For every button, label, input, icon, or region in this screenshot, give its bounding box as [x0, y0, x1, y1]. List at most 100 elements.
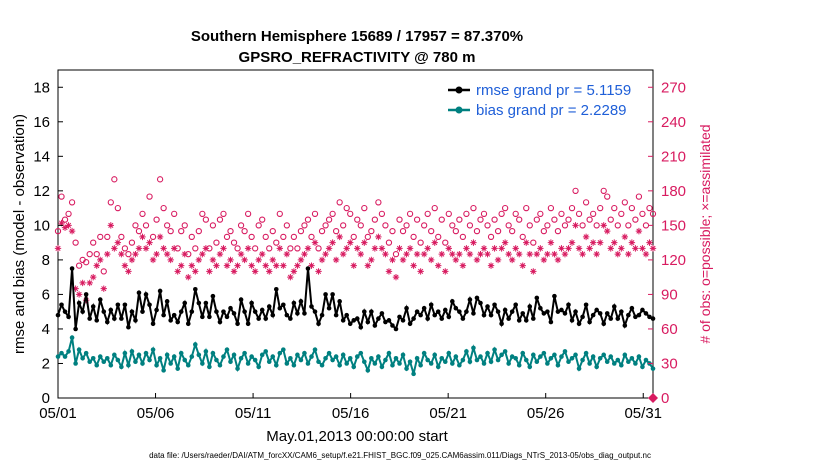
obs-assimilated-point: [406, 245, 414, 252]
rmse-point: [210, 293, 216, 299]
y-axis-label: rmse and bias (model - observation): [11, 114, 28, 354]
obs-possible-point: [68, 199, 76, 206]
obs-assimilated-point: [466, 250, 474, 258]
rmse-point: [175, 319, 181, 325]
bias-point: [59, 350, 64, 356]
obs-assimilated-point: [269, 256, 276, 264]
obs-assimilated-point: [163, 250, 171, 258]
bias-point: [115, 357, 121, 363]
obs-possible-point: [163, 222, 171, 229]
rmse-point: [326, 305, 332, 311]
rmse-point: [122, 302, 128, 308]
rmse-point: [200, 314, 205, 320]
obs-possible-point: [93, 250, 100, 258]
obs-possible-point: [533, 216, 540, 223]
obs-possible-point: [111, 176, 118, 183]
obs-possible-point: [505, 222, 512, 229]
obs-assimilated-point: [438, 250, 445, 258]
obs-possible-point: [375, 199, 382, 206]
obs-assimilated-point: [649, 245, 657, 252]
obs-assimilated-point: [459, 262, 467, 269]
obs-assimilated-point: [445, 245, 452, 252]
obs-possible-point: [269, 227, 276, 235]
rmse-point: [80, 309, 85, 314]
obs-possible-point: [385, 239, 393, 246]
obs-possible-point: [618, 210, 625, 218]
rmse-point: [545, 309, 550, 314]
obs-possible-point: [58, 193, 65, 200]
bias-point: [629, 355, 635, 361]
obs-assimilated-point: [206, 268, 213, 275]
rmse-point: [376, 316, 381, 321]
bias-point: [633, 361, 638, 366]
obs-assimilated-point: [107, 222, 115, 229]
bias-point: [471, 345, 476, 351]
bias-point: [376, 354, 381, 359]
bias-point: [383, 357, 388, 363]
bias-point: [587, 361, 592, 366]
rmse-point: [619, 309, 624, 314]
rmse-point: [126, 324, 131, 330]
obs-assimilated-point: [357, 250, 364, 258]
obs-possible-point: [139, 210, 146, 218]
obs-possible-point: [308, 233, 315, 241]
obs-possible-point: [65, 210, 72, 218]
rmse-point: [288, 316, 293, 321]
bias-point: [344, 361, 349, 366]
bias-point: [83, 350, 89, 356]
y-tick-label: 4: [42, 321, 50, 338]
rmse-series: [55, 266, 656, 332]
rmse-point: [108, 307, 114, 313]
y-tick-label: 16: [33, 114, 50, 131]
obs-assimilated-point: [501, 239, 509, 246]
obs-possible-point: [340, 222, 347, 229]
bias-point: [122, 350, 128, 356]
bias-point: [432, 352, 438, 358]
bias-point: [273, 362, 279, 368]
bias-point: [502, 349, 508, 354]
obs-possible-point: [146, 193, 153, 200]
obs-assimilated-point: [526, 250, 533, 258]
obs-possible-point: [135, 227, 143, 235]
bias-point: [425, 357, 430, 363]
obs-assimilated-point: [639, 245, 646, 252]
obs-assimilated-point: [244, 245, 252, 252]
legend-box: [440, 76, 648, 122]
obs-assimilated-point: [97, 256, 104, 264]
rmse-point: [590, 312, 596, 318]
rmse-point: [446, 314, 452, 320]
bias-point: [545, 361, 550, 366]
obs-possible-point: [153, 216, 160, 223]
obs-assimilated-point: [508, 256, 516, 264]
bias-point: [354, 354, 360, 359]
obs-assimilated-point: [93, 262, 100, 269]
obs-possible-point: [572, 187, 579, 194]
obs-possible-point: [403, 222, 410, 229]
legend-bias-marker: [455, 106, 463, 114]
bias-point: [189, 354, 195, 359]
x-tick-label: 05/01: [39, 405, 77, 422]
obs-assimilated-point: [297, 256, 305, 264]
rmse-point: [626, 312, 631, 318]
obs-possible-point: [304, 216, 312, 223]
obs-possible-point: [343, 204, 350, 212]
obs-assimilated-point: [259, 250, 266, 258]
obs-possible-point: [435, 233, 442, 241]
rmse-point: [580, 314, 585, 320]
bias-point: [397, 361, 402, 366]
rmse-point: [414, 309, 420, 314]
bias-point: [196, 352, 202, 358]
rmse-point: [407, 321, 413, 327]
rmse-point: [611, 304, 617, 309]
obs-possible-point: [75, 262, 83, 269]
bias-point: [541, 350, 547, 356]
obs-possible-point: [540, 227, 548, 235]
rmse-point: [340, 318, 346, 323]
bias-point: [126, 362, 131, 368]
y2-tick-label: 180: [661, 183, 686, 200]
rmse-point: [650, 316, 656, 321]
y-axis-ticks: 0 2 4 6 8 10 12 14 16 18: [33, 79, 63, 407]
obs-assimilated-point: [266, 268, 273, 275]
obs-possible-point: [83, 259, 90, 266]
